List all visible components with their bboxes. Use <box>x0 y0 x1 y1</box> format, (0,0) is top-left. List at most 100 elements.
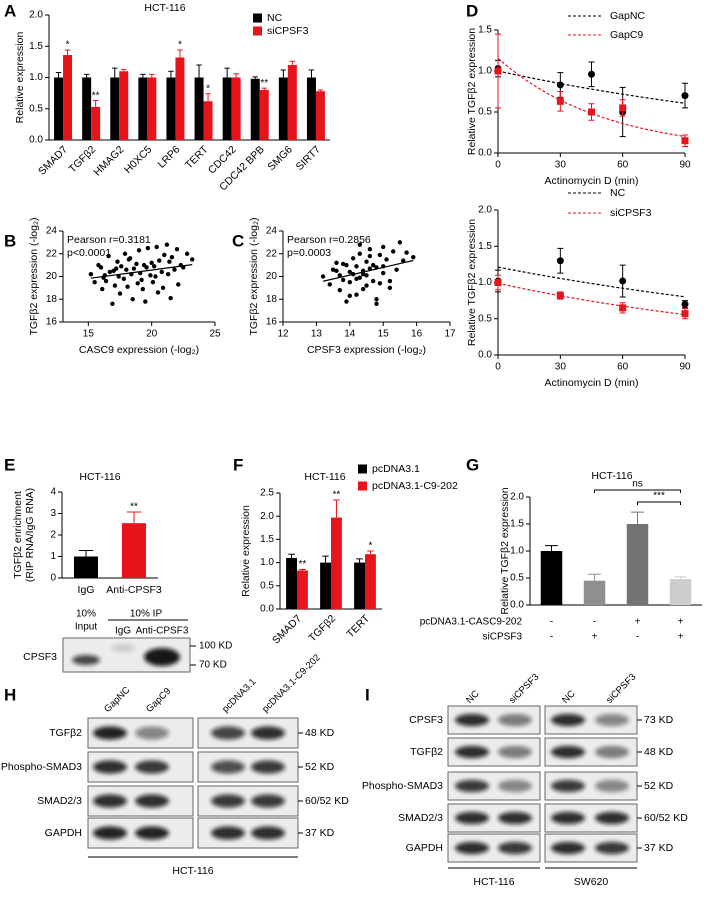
y-tick-label: 0.0 <box>478 350 492 361</box>
point <box>350 256 356 261</box>
bar <box>138 77 148 140</box>
x-tick-label: 13 <box>311 329 323 340</box>
lane-label: NC <box>560 688 578 706</box>
point <box>98 265 104 270</box>
annotation: p=0.0003 <box>287 247 331 259</box>
blot-frame <box>87 717 194 749</box>
condition-sign: - <box>550 632 553 643</box>
legend-swatch <box>253 13 262 23</box>
y-axis-label: TGFβ2 expression (-log₂) <box>28 217 40 335</box>
point <box>364 259 369 264</box>
legend-label: GapNC <box>610 10 645 22</box>
protein-label: TGFβ2 <box>49 727 82 739</box>
point <box>619 104 627 112</box>
blot-band <box>135 760 169 774</box>
legend-label: NC <box>267 12 283 24</box>
y-tick-label: 20 <box>46 271 58 282</box>
significance-label: * <box>206 83 210 94</box>
size-marker: 73 KD <box>644 714 674 726</box>
protein-label: GAPDH <box>406 842 443 854</box>
comparison-bracket <box>594 489 681 493</box>
panel-letter: H <box>4 685 16 704</box>
y-tick-label: 3 <box>50 508 56 519</box>
y-axis-label: Relative TGFβ2 expression <box>466 28 478 155</box>
point <box>157 258 162 263</box>
error-bar <box>289 60 296 65</box>
panel-letter: I <box>365 685 370 704</box>
y-tick-label: 0.5 <box>510 573 524 584</box>
point <box>169 254 175 260</box>
lane-group-label: Input <box>75 622 97 633</box>
chart-title: HCT-116 <box>304 471 345 483</box>
point <box>125 284 130 289</box>
point <box>337 287 342 293</box>
fit-curve <box>497 266 686 298</box>
protein-label: Phospho-SMAD3 <box>1 761 82 773</box>
blot-band <box>135 826 169 840</box>
legend-label: NC <box>610 187 626 199</box>
y-tick-label: 1 <box>50 551 56 562</box>
bar <box>354 562 365 609</box>
point <box>556 97 564 105</box>
error-bar <box>126 511 142 524</box>
point <box>154 244 159 250</box>
cell-line-label: SW620 <box>574 876 609 888</box>
point <box>122 251 128 256</box>
blot-band <box>498 713 532 727</box>
panel-letter: G <box>466 455 479 474</box>
bar <box>320 562 331 609</box>
point <box>327 282 332 287</box>
significance-label: ** <box>299 559 307 570</box>
legend-swatch <box>358 481 367 491</box>
bar <box>286 557 297 609</box>
point <box>367 253 373 259</box>
point <box>100 286 105 292</box>
condition-sign: + <box>635 617 641 628</box>
blot-band <box>93 794 127 808</box>
point <box>556 292 564 300</box>
y-tick-label: 2.0 <box>260 511 274 522</box>
error-bar <box>224 67 230 78</box>
error-bar <box>64 49 71 55</box>
point <box>139 277 144 283</box>
legend-label: siCPSF3 <box>610 207 652 219</box>
significance-label: * <box>66 40 70 51</box>
size-marker: 48 KD <box>305 727 335 739</box>
bar <box>287 65 297 140</box>
blot-band <box>551 745 585 759</box>
blot-band <box>595 841 629 855</box>
blot-band <box>455 841 489 855</box>
point <box>148 273 153 278</box>
size-marker: 60/52 KD <box>644 812 688 824</box>
x-tick-label: 20 <box>146 329 158 340</box>
error-bar <box>261 87 267 90</box>
point <box>381 244 386 250</box>
blot-band <box>251 760 285 774</box>
point <box>588 70 595 78</box>
y-tick-label: 1.5 <box>29 41 43 52</box>
size-marker: 37 KD <box>305 827 335 839</box>
point <box>149 260 154 266</box>
condition-sign: - <box>550 617 553 628</box>
legend-label: pcDNA3.1 <box>372 463 420 475</box>
error-bar <box>177 49 183 58</box>
error-bar <box>112 67 118 78</box>
blot-band <box>211 794 245 808</box>
error-bar <box>252 76 258 79</box>
y-tick-label: 0.5 <box>478 107 492 118</box>
blot-band <box>135 726 169 740</box>
blot-band <box>144 648 180 666</box>
bar <box>203 101 213 140</box>
y-tick-label: 18 <box>266 294 278 305</box>
panel-letter: E <box>4 455 15 474</box>
point <box>357 251 363 256</box>
size-marker: 37 KD <box>644 842 674 854</box>
condition-sign: + <box>678 632 684 643</box>
point <box>681 300 689 308</box>
point <box>357 242 363 247</box>
point <box>619 304 627 312</box>
y-tick-label: 1.0 <box>29 72 43 83</box>
point <box>107 269 113 275</box>
x-tick-label: 0 <box>495 362 501 373</box>
point <box>334 268 339 274</box>
